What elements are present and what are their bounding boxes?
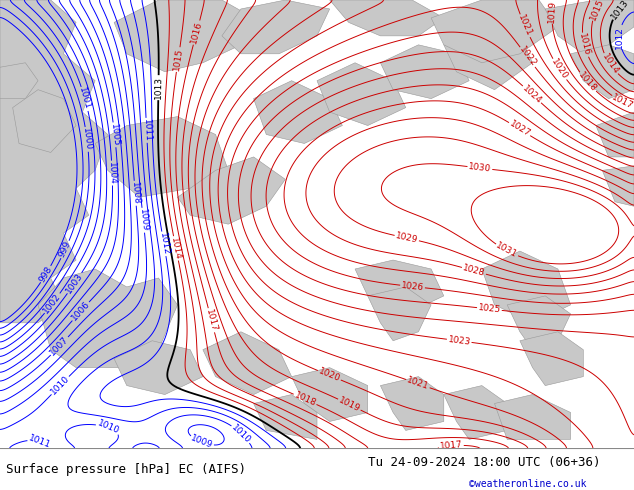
Text: Tu 24-09-2024 18:00 UTC (06+36): Tu 24-09-2024 18:00 UTC (06+36) — [368, 456, 600, 469]
Text: 1021: 1021 — [516, 14, 534, 38]
Text: 1013: 1013 — [609, 0, 630, 21]
Text: 1007: 1007 — [48, 335, 71, 358]
Polygon shape — [254, 81, 342, 144]
Polygon shape — [0, 63, 38, 98]
Text: 1015: 1015 — [588, 0, 605, 22]
Text: 1014: 1014 — [169, 236, 183, 260]
Polygon shape — [380, 377, 444, 430]
Text: 1030: 1030 — [468, 162, 492, 174]
Text: 1026: 1026 — [401, 281, 424, 292]
Polygon shape — [355, 260, 444, 314]
Text: 1017: 1017 — [204, 308, 219, 333]
Text: 1022: 1022 — [517, 45, 538, 69]
Polygon shape — [178, 157, 285, 224]
Polygon shape — [330, 0, 444, 36]
Text: 1024: 1024 — [521, 83, 543, 105]
Polygon shape — [571, 45, 634, 98]
Polygon shape — [114, 341, 203, 394]
Text: 1011: 1011 — [141, 119, 152, 142]
Polygon shape — [13, 90, 76, 152]
Text: 1008: 1008 — [130, 181, 141, 205]
Text: 1006: 1006 — [70, 300, 92, 323]
Text: 1027: 1027 — [507, 119, 532, 139]
Text: 1017: 1017 — [439, 440, 463, 451]
Polygon shape — [495, 394, 571, 440]
Text: 1002: 1002 — [42, 292, 63, 315]
Text: 1012: 1012 — [615, 25, 624, 49]
Text: 999: 999 — [58, 240, 73, 259]
Text: 1025: 1025 — [477, 303, 501, 315]
Polygon shape — [292, 368, 368, 421]
Text: 1009: 1009 — [138, 208, 149, 232]
Text: 1009: 1009 — [190, 434, 214, 450]
Text: 1010: 1010 — [49, 374, 72, 397]
Polygon shape — [602, 166, 634, 206]
Text: 1004: 1004 — [107, 161, 117, 185]
Text: 1016: 1016 — [190, 20, 204, 45]
Polygon shape — [222, 0, 330, 54]
Polygon shape — [520, 332, 583, 386]
Polygon shape — [254, 394, 317, 440]
Text: 1003: 1003 — [65, 271, 85, 295]
Polygon shape — [368, 287, 431, 341]
Text: 1001: 1001 — [77, 87, 93, 111]
Text: Surface pressure [hPa] EC (AIFS): Surface pressure [hPa] EC (AIFS) — [6, 463, 247, 476]
Polygon shape — [545, 0, 634, 54]
Text: 1014: 1014 — [600, 52, 620, 76]
Polygon shape — [0, 0, 108, 323]
Text: 1011: 1011 — [27, 434, 52, 450]
Text: ©weatheronline.co.uk: ©weatheronline.co.uk — [469, 479, 586, 489]
Text: 1019: 1019 — [337, 395, 362, 414]
Text: 1010: 1010 — [230, 422, 252, 445]
Text: 1012: 1012 — [157, 232, 170, 256]
Polygon shape — [114, 0, 254, 72]
Polygon shape — [444, 386, 507, 440]
Text: 1020: 1020 — [317, 367, 342, 384]
Text: 1013: 1013 — [154, 76, 163, 99]
Text: 1023: 1023 — [448, 335, 471, 347]
Text: 1010: 1010 — [96, 419, 120, 436]
Polygon shape — [507, 296, 571, 350]
Text: 1021: 1021 — [406, 376, 430, 392]
Polygon shape — [317, 63, 406, 125]
Text: 998: 998 — [37, 265, 54, 284]
Text: 1019: 1019 — [547, 0, 557, 23]
Polygon shape — [444, 27, 533, 90]
Polygon shape — [380, 45, 469, 98]
Text: 1005: 1005 — [109, 123, 120, 147]
Polygon shape — [38, 269, 178, 368]
Text: 1015: 1015 — [172, 48, 184, 72]
Text: 1031: 1031 — [495, 241, 519, 260]
Text: 1028: 1028 — [462, 264, 486, 278]
Polygon shape — [95, 117, 228, 197]
Text: 1020: 1020 — [549, 57, 569, 81]
Polygon shape — [431, 0, 558, 63]
Polygon shape — [596, 112, 634, 157]
Text: 1018: 1018 — [293, 391, 318, 408]
Text: 1018: 1018 — [576, 71, 598, 94]
Text: 1000: 1000 — [81, 127, 93, 151]
Polygon shape — [203, 332, 292, 394]
Polygon shape — [482, 251, 571, 323]
Text: 1016: 1016 — [578, 33, 592, 57]
Text: 1029: 1029 — [394, 231, 419, 245]
Text: 1017: 1017 — [611, 93, 634, 111]
